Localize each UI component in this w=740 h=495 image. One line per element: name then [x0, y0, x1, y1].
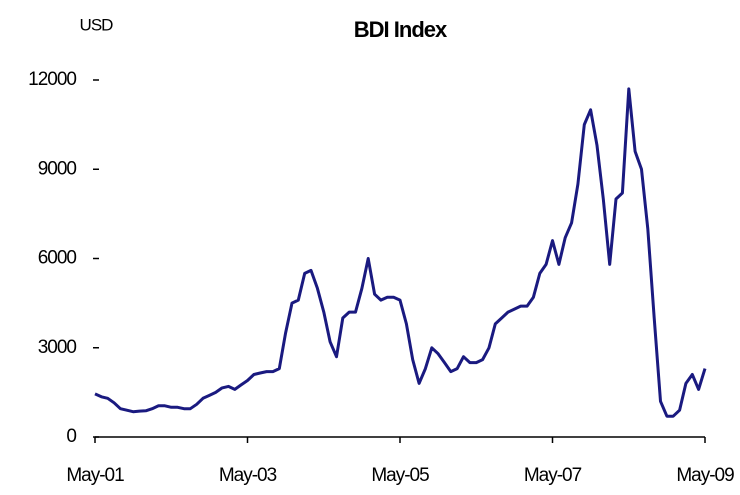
y-tick-label: 3000	[38, 337, 77, 358]
x-tick-label: May-01	[66, 465, 124, 486]
x-tick-label: May-03	[219, 465, 277, 486]
y-tick-label: 6000	[38, 248, 77, 269]
y-tick-label: 0	[66, 426, 76, 447]
x-tick-label: May-07	[524, 465, 582, 486]
data-line	[94, 87, 707, 418]
x-tick-label: May-05	[371, 465, 429, 486]
chart-title: BDI Index	[354, 17, 448, 42]
y-tick-label: 9000	[38, 158, 77, 179]
y-axis-label: USD	[80, 15, 114, 34]
y-tick-label: 12000	[28, 69, 76, 90]
x-tick-label: May-09	[676, 465, 734, 486]
